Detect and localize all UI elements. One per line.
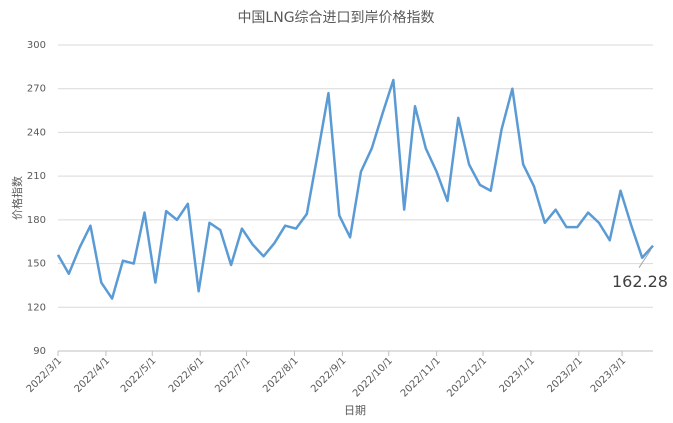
y-tick-label: 90 [33,346,46,357]
x-axis-label: 日期 [344,404,366,417]
x-tick-label: 2022/9/1 [309,355,349,395]
y-tick-label: 180 [27,215,46,226]
x-tick-label: 2022/3/1 [25,355,65,395]
data-label: 162.28 [612,272,668,291]
x-tick-label: 2022/5/1 [119,355,159,395]
x-tick-label: 2022/11/1 [399,355,443,399]
x-tick-label: 2022/12/1 [445,355,489,399]
annotation-leader [638,249,652,268]
y-tick-label: 300 [27,40,46,51]
x-tick-label: 2023/3/1 [589,355,629,395]
y-tick-label: 150 [27,259,46,270]
x-tick-label: 2022/7/1 [213,355,253,395]
y-tick-label: 240 [27,127,46,138]
y-tick-label: 270 [27,84,46,95]
x-tick-label: 2022/8/1 [261,355,301,395]
y-axis-label: 价格指数 [10,176,24,220]
x-tick-label: 2023/1/1 [498,355,538,395]
data-line [56,78,654,300]
y-tick-label: 120 [27,302,46,313]
x-tick-label: 2022/10/1 [351,355,395,399]
chart-title: 中国LNG综合进口到岸价格指数 [237,10,434,26]
y-tick-label: 210 [27,171,46,182]
x-tick-label: 2022/4/1 [73,355,113,395]
x-tick-label: 2023/2/1 [546,355,586,395]
x-tick-label: 2022/6/1 [167,355,207,395]
